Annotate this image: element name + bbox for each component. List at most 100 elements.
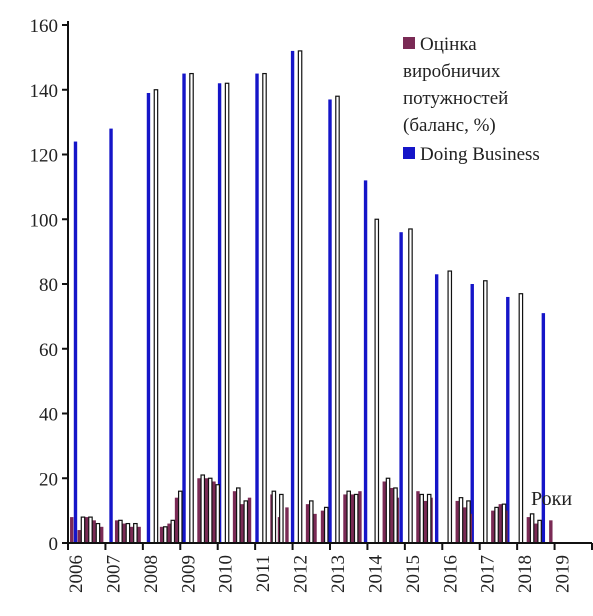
- bar-2-12: [197, 478, 201, 543]
- bar-2-9: [159, 526, 164, 543]
- bar-3-6: [163, 526, 168, 544]
- bar-0-7: [328, 99, 332, 544]
- legend-swatch-1: [403, 147, 415, 159]
- bar-3-20: [385, 477, 391, 544]
- legend-label-0: Оцінка: [420, 34, 477, 55]
- bar-2-6: [122, 523, 126, 543]
- bar-0-0: [73, 141, 78, 544]
- bar-2-28: [390, 487, 394, 543]
- y-tick-label: 80: [39, 275, 58, 296]
- x-tick-label: 2011: [253, 555, 274, 592]
- bar-1-7: [408, 228, 413, 544]
- bar-1-0: [153, 89, 159, 544]
- bar-2-14: [212, 481, 216, 543]
- bar-1-10: [518, 293, 524, 544]
- bar-3-21: [393, 487, 398, 544]
- legend: Оцінка виробничих потужностей (баланс, %) Do…: [403, 34, 540, 165]
- y-tick-label: 100: [30, 210, 59, 231]
- bar-2-20: [285, 507, 289, 543]
- y-axis: 0 20 40 60 80 100 120 140 160: [30, 16, 69, 555]
- x-tick-label: 2009: [178, 555, 199, 593]
- bar-3-27: [501, 503, 507, 544]
- bar-3-0: [80, 516, 86, 544]
- bar-3-1: [88, 516, 93, 544]
- bar-0-5: [255, 73, 259, 543]
- bar-2-3: [92, 520, 96, 543]
- bar-2-36: [491, 510, 495, 543]
- x-tick-label: 2007: [103, 555, 124, 593]
- bar-0-10: [434, 274, 439, 543]
- x-tick-label: 2019: [553, 555, 574, 593]
- bar-3-14: [271, 490, 277, 544]
- bar-2-41: [549, 520, 553, 543]
- bar-2-40: [534, 523, 538, 543]
- bar-3-13: [243, 500, 249, 544]
- bar-3-25: [466, 500, 471, 544]
- bar-2-24: [343, 494, 347, 543]
- bar-2-31: [423, 500, 428, 543]
- legend-label-1: Doing Business: [420, 144, 540, 165]
- y-tick-label: 40: [39, 405, 58, 426]
- bar-2-34: [463, 507, 467, 543]
- bar-3-17: [323, 506, 329, 544]
- bar-3-9: [200, 474, 206, 544]
- bar-2-21: [305, 504, 310, 543]
- bar-3-4: [125, 522, 131, 544]
- bar-3-11: [215, 484, 221, 544]
- bar-2-37: [498, 504, 502, 543]
- bar-2-10: [167, 523, 171, 543]
- bar-2-33: [455, 500, 459, 543]
- bar-2-7: [129, 526, 134, 543]
- bar-1-8: [447, 270, 453, 544]
- bar-0-9: [399, 232, 403, 543]
- y-tick-label: 0: [49, 534, 59, 555]
- legend-label-0: потужностей: [403, 88, 508, 109]
- legend-swatch-0: [403, 37, 415, 49]
- bar-0-13: [541, 313, 546, 543]
- x-tick-label: 2017: [478, 555, 499, 593]
- bar-0-6: [290, 50, 295, 544]
- bar-3-15: [279, 493, 284, 544]
- x-tick-label: 2006: [66, 555, 87, 593]
- bar-3-19: [353, 493, 359, 544]
- bar-3-26: [494, 506, 499, 544]
- bar-0-4: [217, 83, 222, 544]
- bar-2-22: [313, 513, 317, 543]
- bar-1-3: [262, 72, 267, 544]
- x-tick-label: 2015: [403, 555, 424, 593]
- bar-3-29: [537, 519, 542, 544]
- bar-1-1: [189, 72, 194, 544]
- x-tick-label: 2013: [328, 555, 349, 593]
- bar-3-12: [236, 487, 241, 544]
- bar-2-16: [240, 504, 244, 543]
- bar-2-23: [320, 510, 325, 543]
- bar-3-2: [95, 522, 101, 544]
- bar-3-23: [426, 493, 432, 544]
- bar-2-17: [247, 497, 252, 543]
- bar-2-27: [382, 481, 386, 543]
- x-axis-title: Роки: [531, 488, 572, 510]
- bar-1-5: [335, 95, 340, 544]
- bar-0-11: [470, 284, 474, 543]
- x-tick-label: 2016: [440, 555, 461, 593]
- bar-1-4: [297, 50, 303, 544]
- bar-3-8: [177, 490, 183, 544]
- x-tick-label: 2008: [141, 555, 162, 593]
- bar-1-2: [224, 82, 230, 544]
- bar-2-4: [99, 526, 104, 543]
- y-tick-label: 20: [39, 469, 58, 490]
- bar-0-8: [363, 180, 368, 543]
- bar-3-24: [458, 497, 464, 544]
- bar-2-11: [174, 497, 179, 543]
- bar-0-1: [109, 128, 113, 543]
- y-tick-label: 160: [30, 16, 59, 37]
- bar-3-7: [170, 519, 176, 544]
- bar-2-25: [350, 494, 355, 543]
- bar-1-6: [374, 218, 380, 544]
- legend-label-0: виробничих: [403, 61, 501, 82]
- x-tick-label: 2018: [515, 555, 536, 593]
- bar-0-12: [506, 296, 510, 543]
- bar-2-26: [358, 491, 362, 543]
- bar-0-3: [182, 73, 186, 543]
